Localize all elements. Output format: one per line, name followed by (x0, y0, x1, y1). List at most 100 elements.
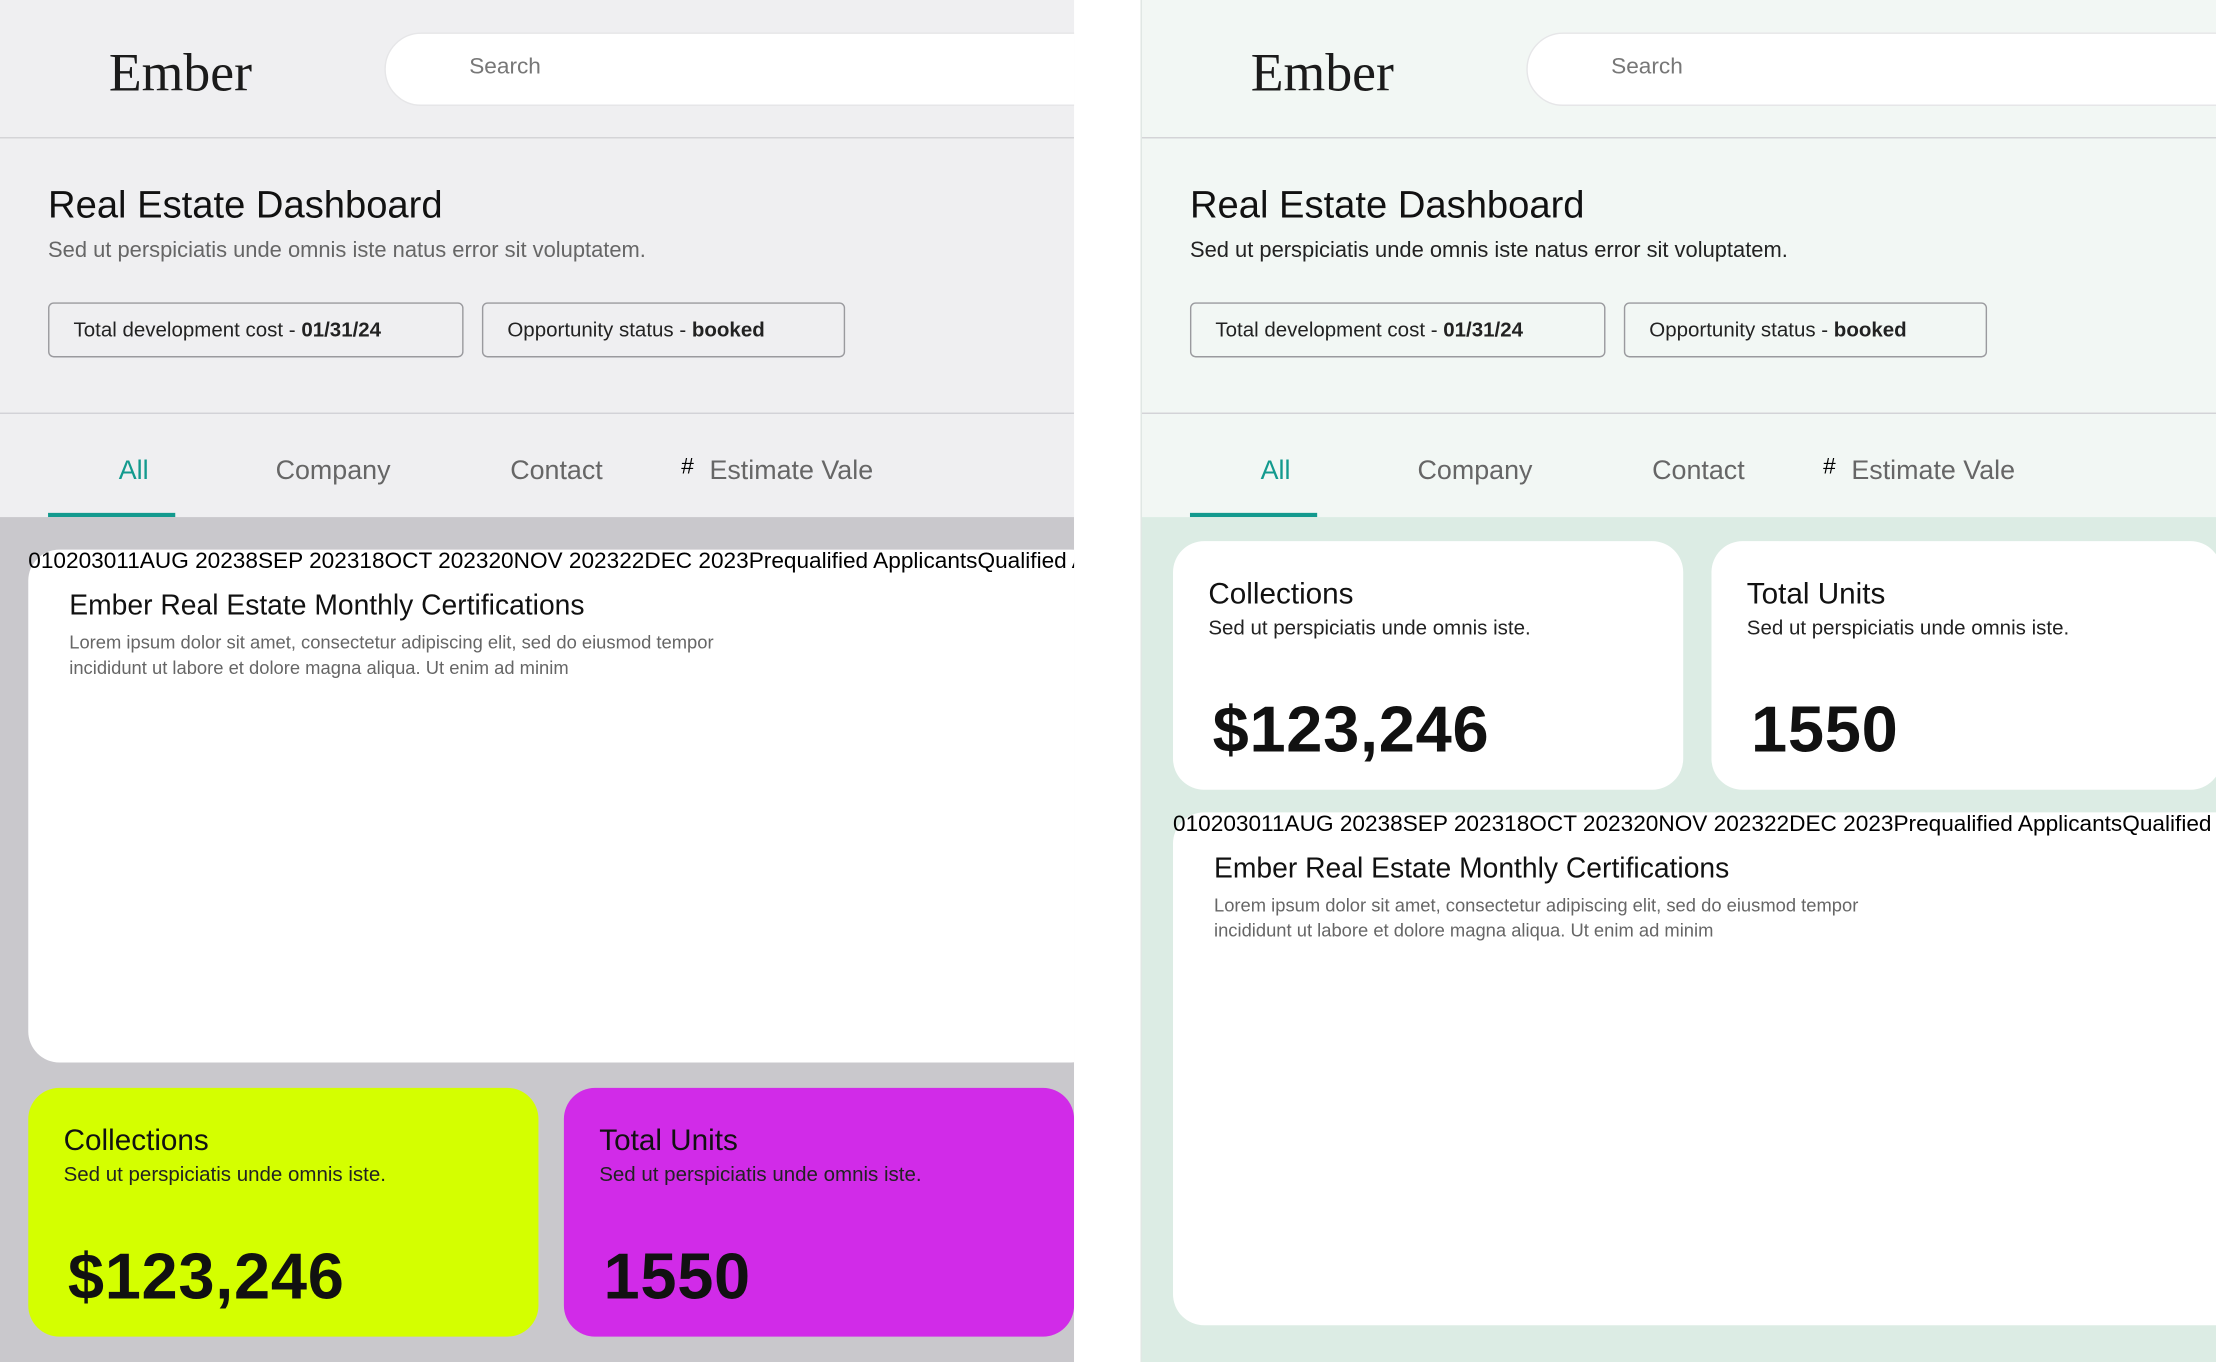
card-title: Total Units (1746, 577, 1886, 611)
brand-name: Ember (108, 43, 252, 104)
tab-label[interactable]: Estimate Vale (1851, 456, 2016, 487)
page-subtitle: Sed ut perspiciatis unde omnis iste natu… (1189, 238, 1788, 263)
card-subtitle: Sed ut perspiciatis unde omnis iste. (1208, 617, 1531, 641)
metric-card: Total Units Sed ut perspiciatis unde omni… (563, 1087, 1075, 1337)
svg-text:#: # (1823, 454, 1836, 479)
dashboard-panel: Ember Search Real Estate Dashboard Sed ut p… (0, 0, 1075, 1362)
bar-annotation: 8 (1390, 812, 1403, 837)
metric-card: Collections Sed ut perspiciatis unde omni… (28, 1087, 539, 1337)
filter-label: Opportunity status - (1649, 319, 1829, 342)
page-title: Real Estate Dashboard (48, 183, 443, 227)
bar-annotation: 20 (488, 549, 514, 574)
tab-label[interactable]: Contact (1652, 456, 1745, 487)
x-tick-label: AUG 2023 (1284, 812, 1391, 837)
filter-dropdown[interactable]: Total development cost - 01/31/24 (48, 302, 464, 358)
x-tick-label: SEP 2023 (1402, 812, 1505, 837)
card-value: $123,246 (67, 1239, 345, 1313)
bar-annotation: 22 (1763, 812, 1790, 837)
legend-label: Qualified Applicants (2122, 812, 2216, 837)
tab-label[interactable]: Estimate Vale (709, 456, 874, 487)
x-tick-label: SEP 2023 (257, 549, 360, 574)
search-placeholder: Search (469, 55, 541, 80)
card-title: Collections (1208, 577, 1354, 611)
tab-label[interactable]: All (1260, 456, 1291, 487)
card-title: Collections (63, 1124, 209, 1158)
chart-title: Ember Real Estate Monthly Certifications (1213, 853, 1730, 885)
filter-value: 01/31/24 (301, 319, 382, 342)
chart-card: Ember Real Estate Monthly Certifications… (1173, 812, 2216, 1326)
y-tick-label: 0 (1173, 812, 1186, 837)
card-value: 1550 (1751, 692, 1899, 766)
bar-annotation: 11 (116, 549, 140, 574)
chart-description: Lorem ipsum dolor sit amet, consectetur … (1213, 894, 1859, 941)
bar-chart: 010203011AUG 20238SEP 202318OCT 202320NO… (28, 550, 1074, 575)
x-tick-label: OCT 2023 (384, 549, 489, 574)
bar-annotation: 11 (1261, 812, 1285, 837)
x-tick-label: OCT 2023 (1529, 812, 1634, 837)
chart-title: Ember Real Estate Monthly Certifications (69, 590, 585, 622)
bar-annotation: 20 (1633, 812, 1659, 837)
legend-label: Qualified Applicants (977, 549, 1074, 574)
svg-text:#: # (681, 454, 694, 479)
header-divider (1141, 137, 2216, 139)
filter-value: booked (691, 319, 765, 342)
bar-annotation: 8 (245, 549, 258, 574)
x-tick-label: NOV 2023 (1658, 812, 1764, 837)
x-tick-label: DEC 2023 (1789, 812, 1894, 837)
x-tick-label: AUG 2023 (139, 549, 246, 574)
y-tick-label: 30 (91, 549, 117, 574)
header-divider (0, 137, 1075, 139)
search-box[interactable]: Search (384, 32, 1075, 106)
tab-icon: # (681, 455, 694, 480)
tab-label[interactable]: Company (275, 456, 391, 487)
filter-dropdown[interactable]: Opportunity status - booked (481, 302, 846, 358)
section-divider (1141, 412, 2216, 414)
card-subtitle: Sed ut perspiciatis unde omnis iste. (1746, 617, 2070, 641)
y-tick-label: 0 (28, 549, 41, 574)
filter-value: 01/31/24 (1443, 319, 1524, 342)
filter-label: Total development cost - (73, 319, 296, 342)
bar-annotation: 18 (1504, 812, 1530, 837)
tab-icon: # (1823, 455, 1836, 480)
card-title: Total Units (599, 1124, 738, 1158)
card-value: $123,246 (1212, 692, 1490, 766)
search-box[interactable]: Search (1526, 32, 2216, 106)
page-title: Real Estate Dashboard (1189, 183, 1585, 227)
x-tick-label: DEC 2023 (644, 549, 749, 574)
filter-label: Total development cost - (1215, 319, 1438, 342)
card-subtitle: Sed ut perspiciatis unde omnis iste. (63, 1164, 386, 1187)
x-tick-label: NOV 2023 (513, 549, 620, 574)
y-tick-label: 20 (1210, 812, 1236, 837)
page-subtitle: Sed ut perspiciatis unde omnis iste natu… (48, 238, 646, 263)
bar-chart: 010203011AUG 20238SEP 202318OCT 202320NO… (1173, 812, 2216, 837)
section-divider (0, 412, 1075, 414)
card-value: 1550 (603, 1239, 751, 1313)
active-tab-underline (48, 512, 176, 518)
y-tick-label: 10 (40, 549, 67, 574)
legend-label: Prequalified Applicants (1893, 812, 2123, 837)
filter-dropdown[interactable]: Total development cost - 01/31/24 (1189, 302, 1606, 358)
tab-label[interactable]: All (118, 456, 149, 487)
chart-card: Ember Real Estate Monthly Certifications… (28, 549, 1075, 1063)
bar-annotation: 18 (359, 549, 385, 574)
dashboard-panel: Ember Search Real Estate Dashboard Sed ut p… (1140, 0, 2216, 1362)
filter-label: Opportunity status - (507, 319, 687, 342)
y-tick-label: 30 (1235, 812, 1262, 837)
brand-name: Ember (1250, 43, 1394, 104)
filter-value: booked (1833, 319, 1907, 342)
filter-dropdown[interactable]: Opportunity status - booked (1623, 302, 1988, 358)
card-subtitle: Sed ut perspiciatis unde omnis iste. (599, 1164, 922, 1187)
tab-label[interactable]: Company (1417, 456, 1533, 487)
y-tick-label: 10 (1185, 812, 1211, 837)
bar-annotation: 22 (619, 549, 645, 574)
tab-label[interactable]: Contact (510, 456, 603, 487)
chart-description: Lorem ipsum dolor sit amet, consectetur … (69, 631, 714, 679)
metric-card: Total Units Sed ut perspiciatis unde omni… (1711, 541, 2216, 790)
y-tick-label: 20 (66, 549, 92, 574)
search-placeholder: Search (1611, 55, 1683, 80)
legend-label: Prequalified Applicants (748, 549, 978, 574)
active-tab-underline (1189, 512, 1318, 518)
metric-card: Collections Sed ut perspiciatis unde omni… (1173, 541, 1684, 790)
